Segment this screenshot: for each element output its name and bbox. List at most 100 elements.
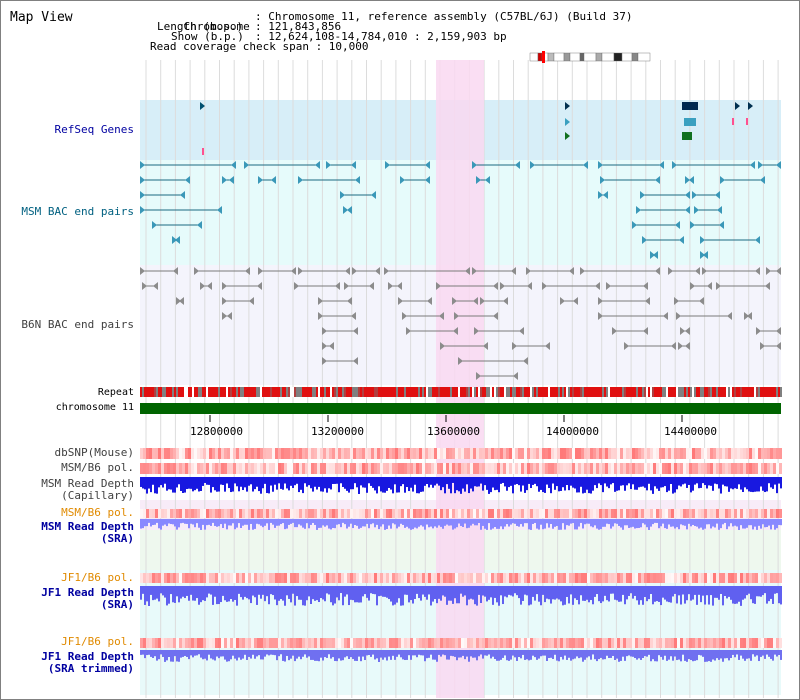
jf1-pol-heat — [638, 573, 641, 583]
ideogram-band — [579, 52, 585, 62]
msm-pol2-heat — [518, 509, 521, 518]
msm-pol2-heat — [722, 509, 725, 518]
track-label-msm-b6-pol-2[interactable]: MSM/B6 pol. — [61, 506, 134, 519]
jf1-depth-trim — [642, 650, 644, 659]
jf1-pol2-heat — [425, 638, 428, 648]
jf1-pol-heat — [170, 573, 173, 583]
msm-bac-end — [703, 251, 708, 259]
track-label-chromosome: chromosome 11 — [55, 402, 134, 413]
msm-pol-heat — [779, 463, 782, 474]
msm-pol-heat — [329, 463, 332, 474]
msm-pol-heat — [533, 463, 536, 474]
jf1-depth-trim — [164, 650, 166, 662]
track-label-jf1-depth-sra[interactable]: JF1 Read Depth (SRA) — [41, 587, 134, 611]
dbsnp-heat — [206, 448, 209, 459]
jf1-depth-sra — [494, 586, 496, 598]
msm-depth-sra — [470, 519, 472, 526]
repeat-segment — [318, 387, 320, 397]
msm-depth-cap — [154, 477, 156, 494]
jf1-pol2-heat — [191, 638, 194, 648]
repeat-segment — [324, 387, 326, 397]
repeat-segment — [368, 387, 370, 397]
track-label-jf1-b6-pol[interactable]: JF1/B6 pol. — [61, 571, 134, 584]
msm-pol2-heat — [338, 509, 341, 518]
track-label-b6n-bac[interactable]: B6N BAC end pairs — [21, 318, 134, 331]
jf1-pol-heat — [377, 573, 380, 583]
msm-pol2-heat — [410, 509, 413, 518]
repeat-segment — [316, 387, 318, 397]
msm-depth-cap — [776, 477, 778, 494]
msm-pol-heat — [269, 463, 272, 474]
msm-pol-heat — [464, 463, 467, 474]
msm-pol2-heat — [428, 509, 431, 518]
jf1-pol2-heat — [365, 638, 368, 648]
jf1-pol2-heat — [545, 638, 548, 648]
repeat-segment — [396, 387, 398, 397]
msm-pol-heat — [386, 463, 389, 474]
msm-depth-cap — [610, 477, 612, 485]
dbsnp-heat — [620, 448, 623, 459]
jf1-pol-heat — [140, 573, 143, 583]
msm-depth-sra — [744, 519, 746, 529]
jf1-pol-heat — [770, 573, 773, 583]
msm-depth-sra — [644, 519, 646, 525]
jf1-depth-sra — [770, 586, 772, 599]
dbsnp-heat — [671, 448, 674, 459]
jf1-depth-sra — [230, 586, 232, 600]
jf1-pol2-heat — [314, 638, 317, 648]
msm-depth-sra — [246, 519, 248, 525]
msm-pol-heat — [623, 463, 626, 474]
msm-pol2-heat — [374, 509, 377, 518]
repeat-segment — [224, 387, 226, 397]
jf1-depth-trim — [368, 650, 370, 655]
msm-pol2-heat — [743, 509, 746, 518]
dbsnp-heat — [725, 448, 728, 459]
jf1-depth-trim — [308, 650, 310, 657]
msm-depth-sra — [296, 519, 298, 528]
jf1-depth-trim — [440, 650, 442, 657]
repeat-segment — [452, 387, 454, 397]
jf1-pol-heat — [650, 573, 653, 583]
repeat-segment — [146, 387, 148, 397]
msm-pol2-heat — [752, 509, 755, 518]
track-label-jf1-depth-trim[interactable]: JF1 Read Depth (SRA trimmed) — [41, 651, 134, 675]
jf1-pol-heat — [647, 573, 650, 583]
jf1-pol-heat — [302, 573, 305, 583]
msm-depth-cap — [340, 477, 342, 484]
track-label-refseq[interactable]: RefSeq Genes — [54, 123, 134, 136]
dbsnp-heat — [308, 448, 311, 459]
msm-depth-cap — [634, 477, 636, 490]
msm-depth-sra — [544, 519, 546, 529]
msm-pol-heat — [437, 463, 440, 474]
jf1-depth-sra — [452, 586, 454, 604]
dbsnp-heat — [590, 448, 593, 459]
msm-depth-sra — [304, 519, 306, 529]
msm-pol2-heat — [524, 509, 527, 518]
jf1-pol2-heat — [176, 638, 179, 648]
msm-pol-heat — [752, 463, 755, 474]
jf1-pol2-heat — [602, 638, 605, 648]
msm-depth-cap — [514, 477, 516, 485]
jf1-pol2-heat — [218, 638, 221, 648]
track-label-msm-depth-sra[interactable]: MSM Read Depth (SRA) — [41, 521, 134, 545]
msm-bac-end — [315, 161, 320, 169]
b6n-bac-end — [436, 282, 441, 290]
jf1-pol2-heat — [647, 638, 650, 648]
track-label-jf1-b6-pol-2[interactable]: JF1/B6 pol. — [61, 635, 134, 648]
track-label-msm-depth-cap[interactable]: MSM Read Depth (Capillary) — [41, 478, 134, 502]
track-label-msm-bac[interactable]: MSM BAC end pairs — [21, 205, 134, 218]
jf1-pol2-heat — [506, 638, 509, 648]
msm-pol-heat — [245, 463, 248, 474]
msm-pol-heat — [701, 463, 704, 474]
jf1-depth-trim — [578, 650, 580, 659]
jf1-pol2-heat — [731, 638, 734, 648]
jf1-depth-sra — [202, 586, 204, 601]
jf1-pol-heat — [326, 573, 329, 583]
b6n-bac-end — [500, 282, 505, 290]
jf1-pol2-heat — [692, 638, 695, 648]
repeat-segment — [734, 387, 736, 397]
track-label-dbsnp[interactable]: dbSNP(Mouse) — [54, 446, 134, 459]
msm-depth-sra — [550, 519, 552, 525]
track-label-msm-b6-pol[interactable]: MSM/B6 pol. — [61, 461, 134, 474]
